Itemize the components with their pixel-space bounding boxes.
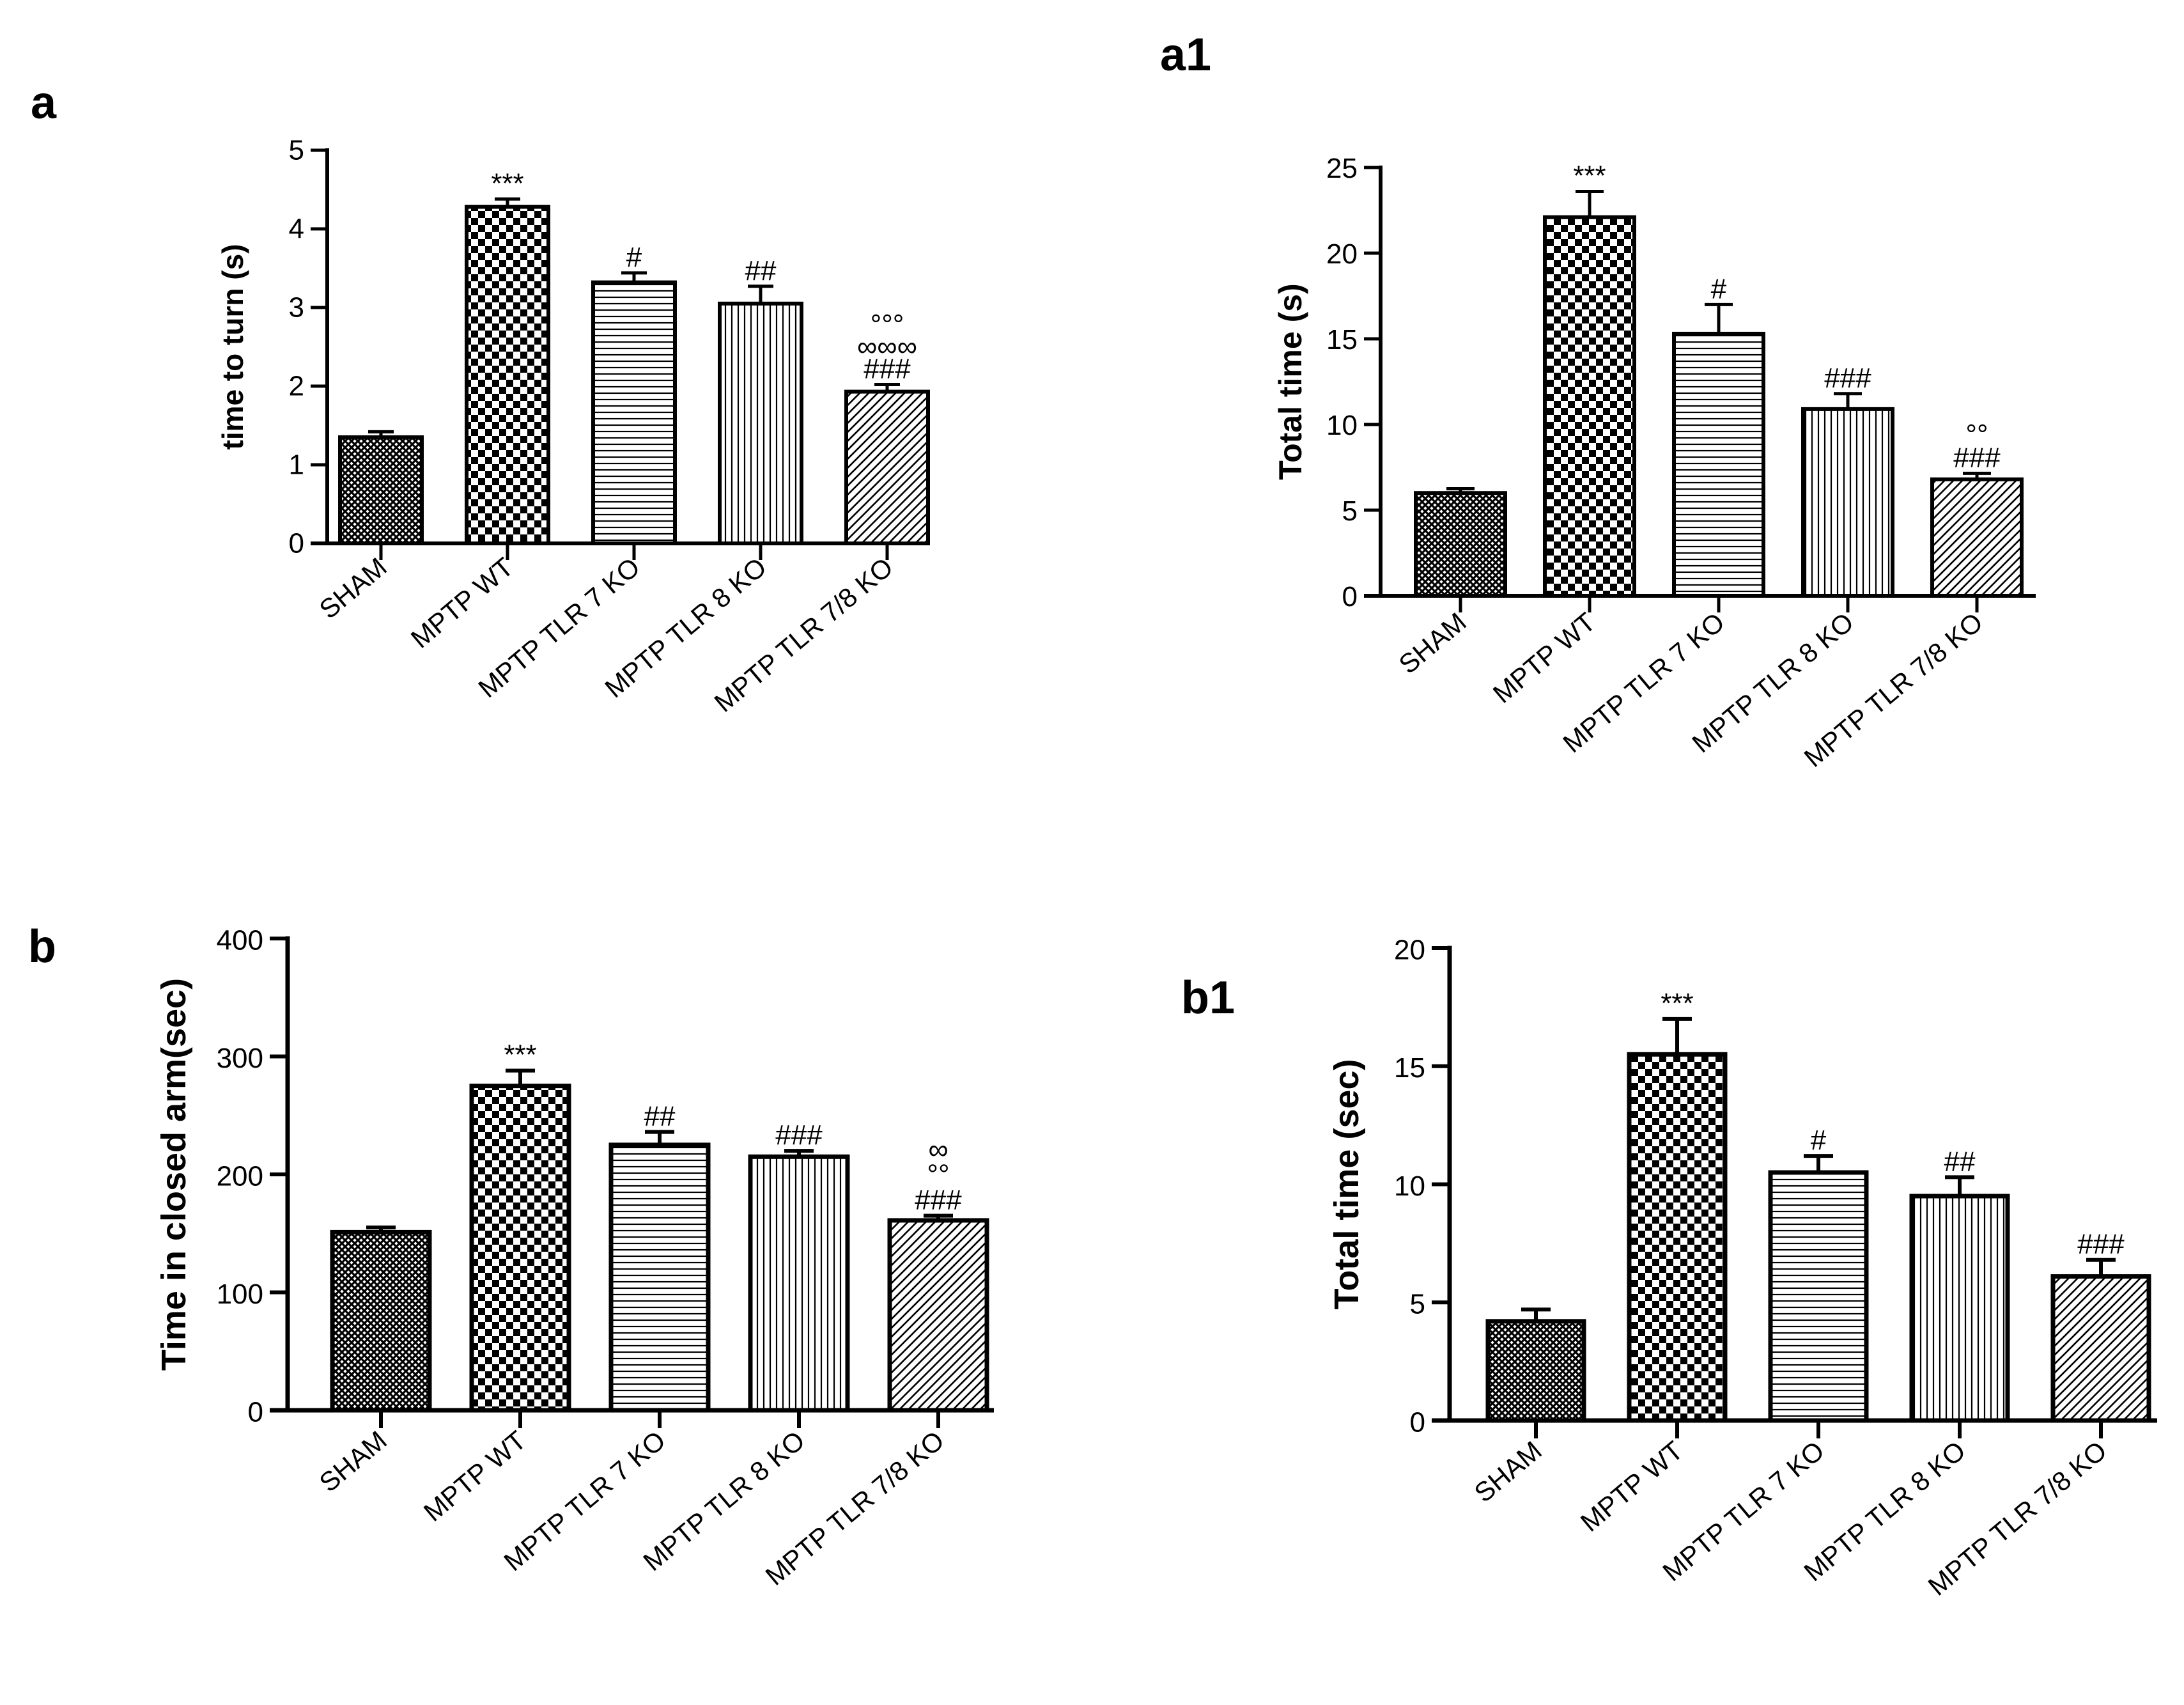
bar (608, 1142, 711, 1413)
y-tick-label: 10 (1394, 1171, 1425, 1202)
bar (1485, 1319, 1586, 1423)
category-label: SHAM (314, 1425, 392, 1498)
panel-label: a1 (1160, 29, 1211, 81)
category-label: SHAM (1393, 607, 1472, 680)
y-tick-label: 100 (217, 1279, 263, 1310)
y-tick-label: 15 (1394, 1052, 1425, 1084)
y-tick-label: 20 (1394, 934, 1425, 965)
bar (1672, 331, 1765, 598)
y-tick-label: 0 (248, 1396, 263, 1428)
significance-label: °° (927, 1159, 949, 1190)
significance-label: ### (864, 354, 911, 385)
y-axis-title: Total time (sec) (1328, 1059, 1366, 1309)
y-tick-label: 300 (217, 1043, 263, 1074)
significance-label: # (626, 242, 642, 273)
significance-label: ## (745, 255, 777, 286)
y-axis-title: Time in closed arm(sec) (155, 978, 193, 1371)
category-label: SHAM (314, 552, 392, 625)
y-tick-label: 0 (1342, 581, 1358, 612)
bar (338, 435, 424, 546)
chart-a1: a1 Total time (s) 0 5 10 15 20 25 SHAM MPTP WT ***… (1160, 29, 2036, 773)
significance-label: ### (2077, 1229, 2125, 1260)
significance-label: °°° (871, 309, 904, 341)
y-tick-label: 200 (217, 1160, 263, 1192)
chart-b1: b1 Total time (sec) 0 5 10 15 20 SHAM MPTP WT ***… (1181, 934, 2157, 1601)
significance-label: *** (504, 1039, 536, 1071)
category-label: MPTP WT (1575, 1435, 1689, 1538)
bar (469, 1084, 571, 1413)
y-tick-label: 4 (289, 213, 304, 244)
bar (591, 280, 677, 545)
y-tick-label: 0 (289, 527, 304, 559)
bar (1414, 491, 1507, 598)
y-tick-label: 2 (289, 370, 304, 401)
significance-label: ∞∞∞ (857, 331, 917, 362)
y-tick-label: 20 (1326, 238, 1358, 270)
bar (748, 1154, 850, 1413)
bar (330, 1229, 432, 1413)
bar (2050, 1274, 2151, 1423)
bar (718, 301, 803, 545)
bar (1768, 1170, 1869, 1423)
y-tick-label: 1 (289, 449, 304, 480)
y-axis-title: Total time (s) (1273, 283, 1308, 479)
panel-label: b1 (1181, 972, 1235, 1024)
significance-label: # (1811, 1125, 1827, 1156)
bar (887, 1218, 989, 1413)
significance-label: ## (1944, 1146, 1976, 1177)
y-tick-label: 400 (217, 924, 263, 956)
y-axis-title: time to turn (s) (216, 244, 249, 450)
significance-label: *** (1573, 160, 1606, 192)
significance-label: °° (1965, 419, 1988, 450)
y-tick-label: 0 (1410, 1406, 1425, 1438)
bar (465, 205, 550, 545)
bar (1801, 407, 1894, 598)
bar (1543, 215, 1636, 598)
y-tick-label: 5 (1410, 1289, 1425, 1320)
significance-label: ### (915, 1185, 962, 1216)
significance-label: ## (644, 1101, 676, 1132)
significance-label: ### (1824, 362, 1871, 394)
significance-label: ### (775, 1119, 823, 1151)
category-label: MPTP WT (405, 552, 519, 654)
significance-label: ∞ (928, 1134, 948, 1165)
significance-label: ### (1953, 442, 2001, 473)
bar (1627, 1052, 1728, 1423)
bar (844, 389, 930, 545)
chart-b: b Time in closed arm(sec) 0 100 200 300 400 SHA… (28, 921, 994, 1591)
bar (1930, 477, 2024, 598)
category-label: MPTP WT (418, 1425, 532, 1527)
y-tick-label: 15 (1326, 324, 1358, 355)
category-label: MPTP WT (1487, 607, 1601, 709)
y-tick-label: 5 (289, 134, 304, 166)
significance-label: # (1711, 273, 1727, 304)
bar (1909, 1194, 2010, 1423)
y-tick-label: 3 (289, 292, 304, 323)
category-label: SHAM (1469, 1435, 1547, 1508)
y-tick-label: 10 (1326, 410, 1358, 441)
significance-label: *** (491, 167, 523, 199)
panel-label: a (31, 77, 57, 128)
panel-label: b (28, 921, 56, 972)
significance-label: *** (1661, 988, 1693, 1019)
y-tick-label: 5 (1342, 495, 1358, 527)
y-tick-label: 25 (1326, 153, 1358, 184)
